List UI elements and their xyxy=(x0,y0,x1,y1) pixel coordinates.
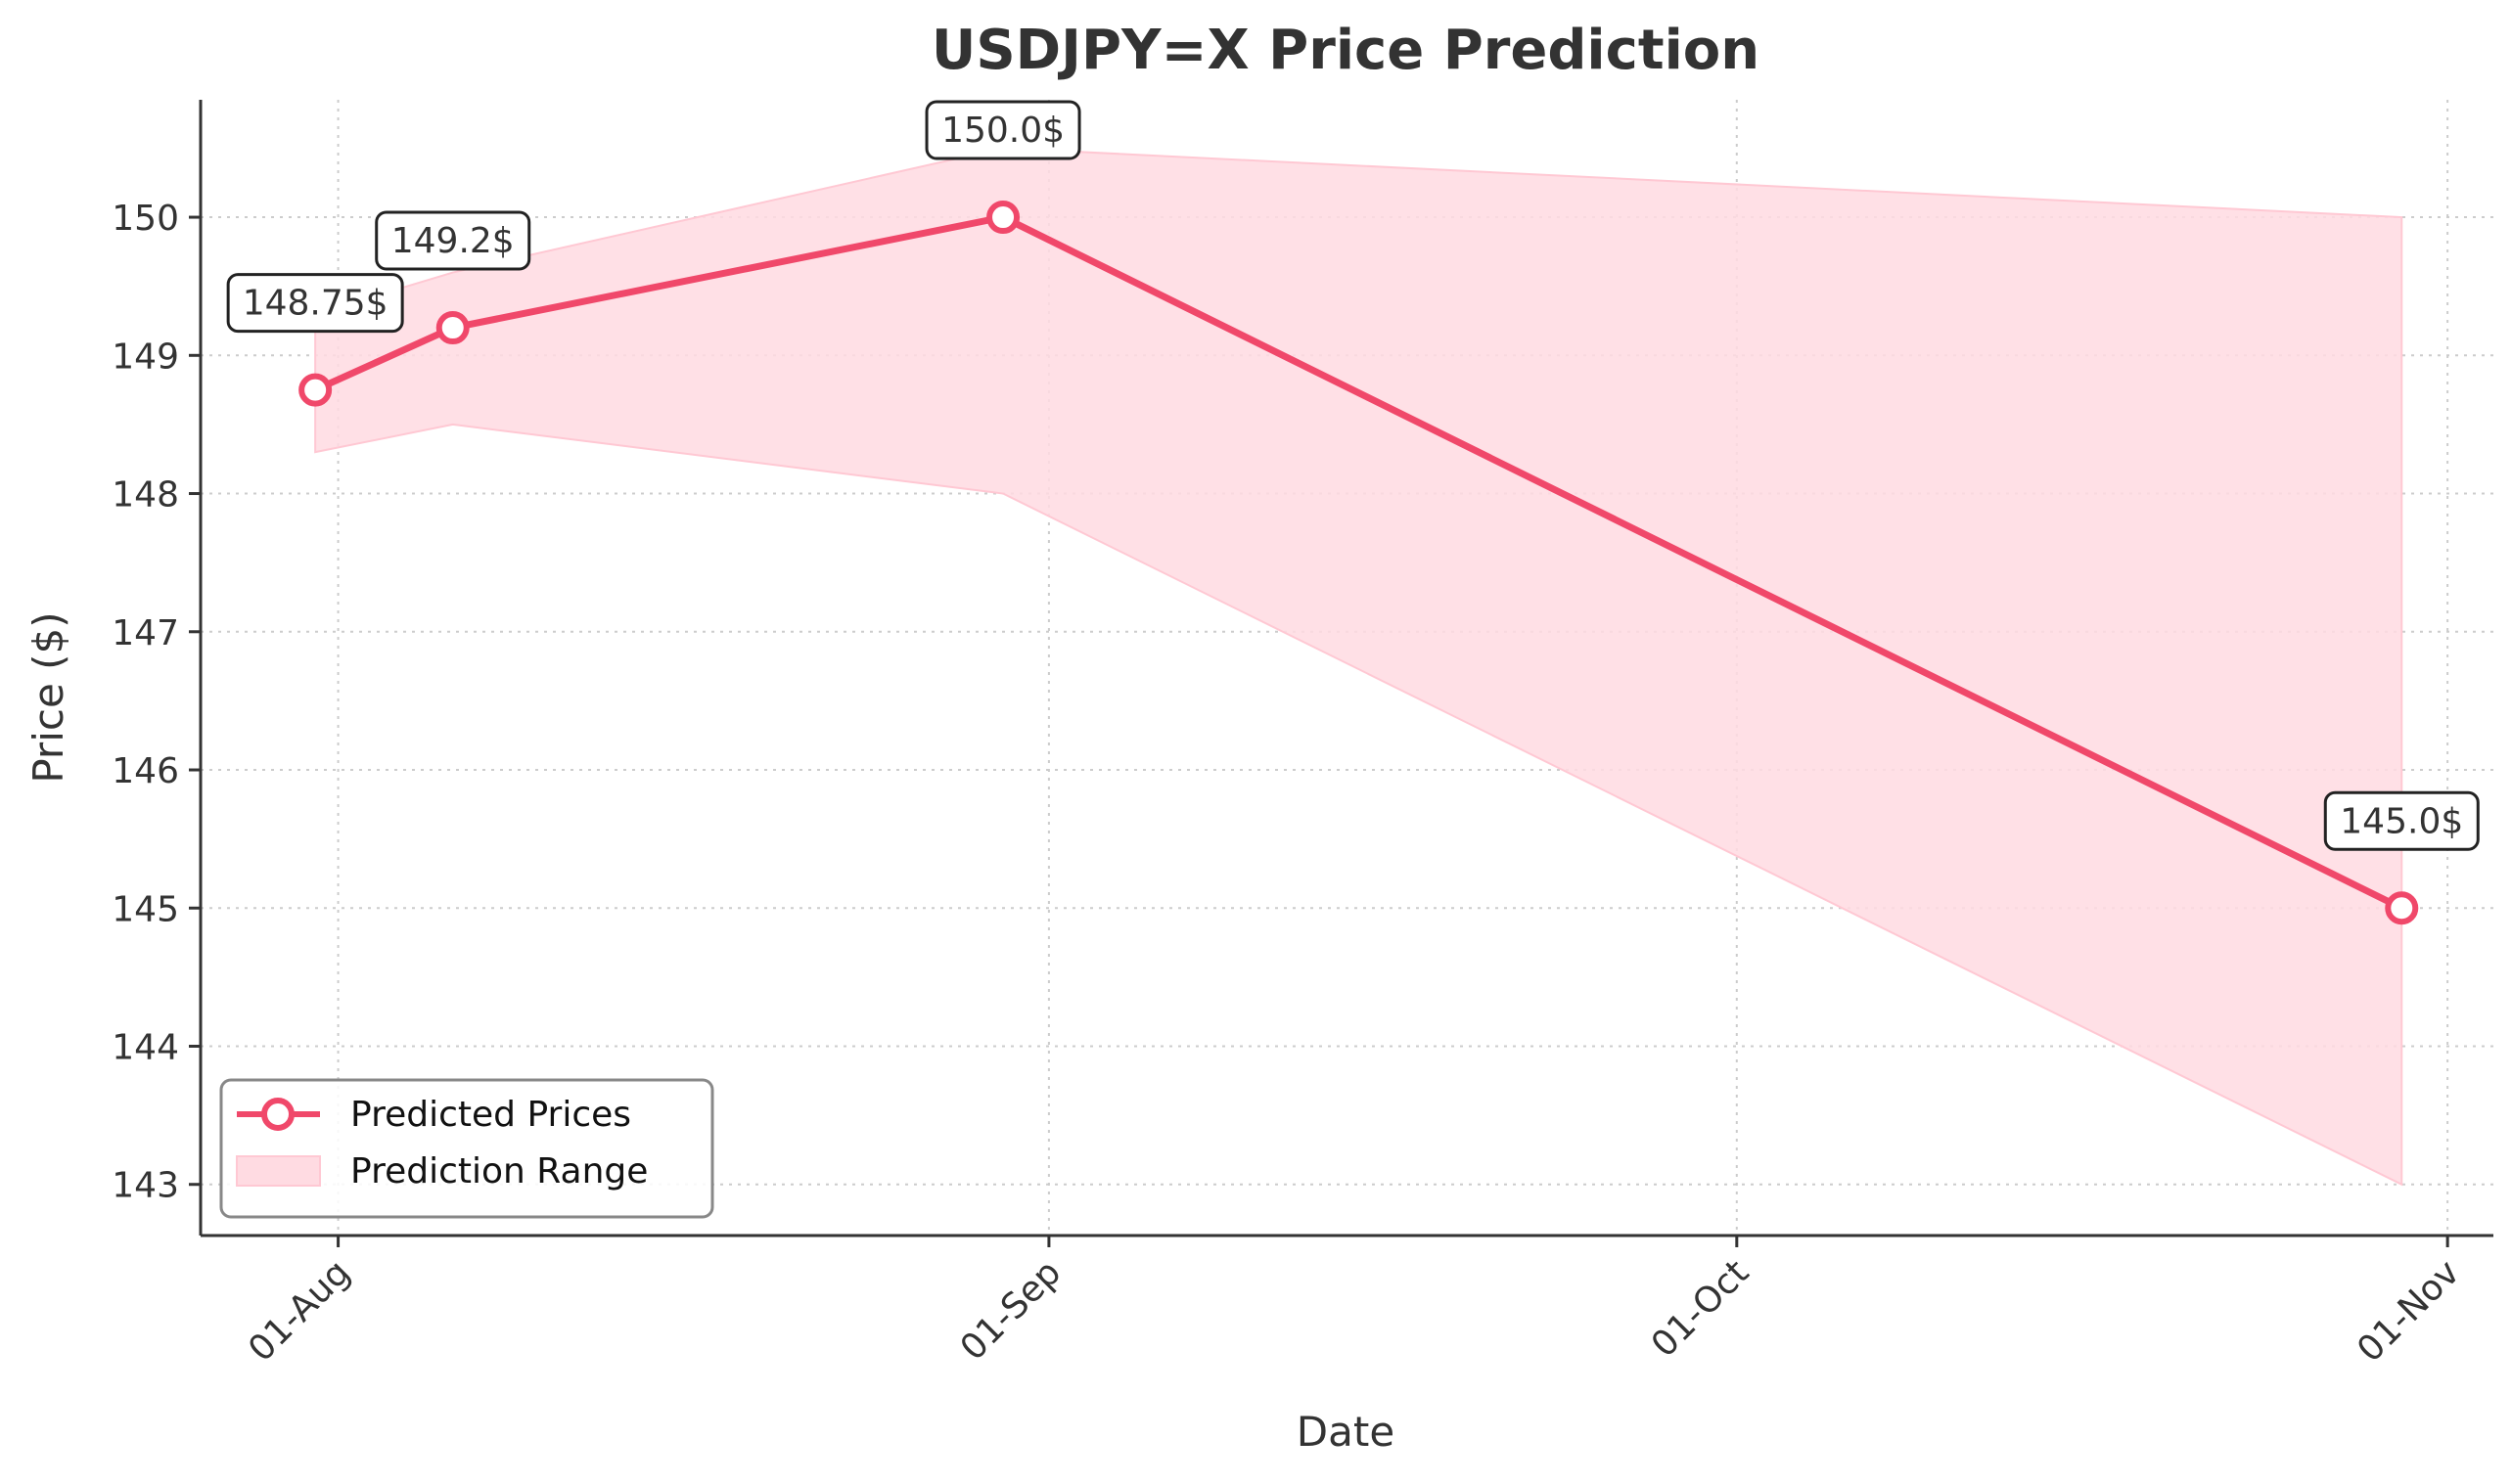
y-tick-label: 144 xyxy=(112,1028,179,1068)
prediction-range-band xyxy=(314,147,2403,1187)
data-label-box xyxy=(226,273,404,334)
data-label-box xyxy=(375,210,531,271)
y-tick-label: 149 xyxy=(112,337,179,377)
predicted-price-line xyxy=(311,213,2405,912)
x-axis-label: Date xyxy=(1297,1408,1394,1456)
data-point-marker xyxy=(298,373,333,407)
chart-title: USDJPY=X Price Prediction xyxy=(932,19,1759,82)
y-axis-label: Price ($) xyxy=(24,611,72,783)
data-label-box xyxy=(2323,790,2480,851)
data-label: 148.75$ xyxy=(243,284,388,324)
legend-label-range: Prediction Range xyxy=(350,1151,648,1192)
x-tick-label: 01-Nov xyxy=(2350,1252,2467,1370)
legend-label-predicted: Predicted Prices xyxy=(350,1095,631,1135)
legend-box xyxy=(219,1078,714,1219)
data-label: 149.2$ xyxy=(391,221,515,261)
x-tick-label: 01-Sep xyxy=(953,1252,1070,1369)
y-tick-label: 146 xyxy=(112,751,179,791)
y-tick-label: 145 xyxy=(112,889,179,929)
legend-swatch-range xyxy=(236,1155,321,1187)
data-point-marker xyxy=(986,201,1021,235)
data-labels-layer: 148.75$149.2$ 150.0$ 145.0$ xyxy=(226,100,2480,851)
data-point-marker xyxy=(435,311,470,345)
y-tick-label: 150 xyxy=(112,199,179,239)
data-label-box xyxy=(925,100,1081,160)
data-point-marker xyxy=(2385,891,2419,925)
prediction-range-layer xyxy=(314,147,2403,1187)
x-tick-label: 01-Aug xyxy=(241,1252,358,1370)
data-label: 145.0$ xyxy=(2340,801,2463,841)
legend-marker-predicted xyxy=(261,1098,295,1131)
x-tick-label: 01-Oct xyxy=(1644,1252,1757,1365)
legend: Predicted Prices Prediction Range xyxy=(219,1078,714,1219)
data-label: 150.0$ xyxy=(941,111,1065,151)
y-tick-label: 148 xyxy=(112,475,179,516)
predicted-prices-layer xyxy=(298,201,2419,925)
y-tick-label: 147 xyxy=(112,613,179,653)
y-tick-label: 143 xyxy=(112,1166,179,1206)
